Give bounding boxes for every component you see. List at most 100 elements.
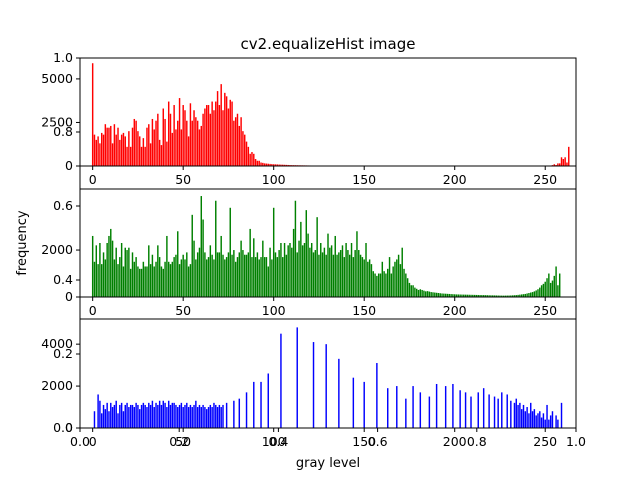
blue-histogram-bar xyxy=(187,407,190,428)
green-histogram-bar xyxy=(504,295,507,297)
blue-histogram-bar xyxy=(540,417,543,428)
green-histogram-bar xyxy=(519,294,521,297)
red-histogram-bar xyxy=(211,101,213,166)
blue-histogram-bar xyxy=(533,409,536,428)
green-histogram-bar xyxy=(312,252,315,297)
blue-histogram-bar xyxy=(207,407,210,428)
red-histogram-bar xyxy=(137,131,139,166)
green-histogram-bar xyxy=(314,250,317,297)
blue-histogram-bar xyxy=(133,407,136,428)
green-histogram-bar xyxy=(269,247,271,297)
green-histogram-bar xyxy=(539,287,541,297)
blue-histogram-bar xyxy=(312,342,315,428)
blue-histogram-bar xyxy=(396,386,398,428)
blue-histogram-bar xyxy=(542,413,545,428)
green-histogram-bar xyxy=(403,268,405,297)
green-histogram-bar xyxy=(135,257,137,297)
red-y-tick-label: 2500 xyxy=(41,114,73,129)
blue-histogram-bar xyxy=(160,404,163,428)
blue-histogram-bar xyxy=(155,402,157,428)
red-histogram-bar xyxy=(553,164,556,166)
green-histogram-bar xyxy=(106,243,108,297)
green-histogram-bar xyxy=(415,288,418,297)
blue-histogram-bar xyxy=(280,333,282,428)
red-histogram-bar xyxy=(95,139,98,166)
green-histogram-bar xyxy=(146,266,148,297)
green-histogram-bar xyxy=(224,259,226,297)
blue-histogram-bar xyxy=(209,404,212,428)
green-histogram-bar xyxy=(542,283,545,297)
green-histogram-bar xyxy=(99,243,101,297)
blue-histogram-bar xyxy=(506,394,508,428)
green-histogram-bar xyxy=(533,291,536,297)
green-histogram-bar xyxy=(157,245,159,297)
red-histogram-bar xyxy=(224,92,226,166)
blue-histogram-bar xyxy=(253,381,255,428)
green-x-tick-label: 100 xyxy=(262,303,286,318)
blue-histogram-bar xyxy=(104,409,107,428)
chart-title: cv2.equalizeHist image xyxy=(241,35,416,53)
red-histogram-bar xyxy=(282,164,284,166)
red-histogram-bar xyxy=(225,96,228,166)
green-histogram-bar xyxy=(278,250,280,297)
red-histogram-bar xyxy=(213,110,215,166)
red-histogram-bar xyxy=(162,108,164,166)
red-histogram-bar xyxy=(99,143,101,166)
green-histogram-bar xyxy=(93,261,96,297)
red-histogram-bar xyxy=(180,129,183,166)
blue-histogram-bar xyxy=(182,407,184,428)
green-histogram-bar xyxy=(537,289,539,297)
red-histogram-bar xyxy=(287,164,289,166)
green-histogram-bar xyxy=(486,295,489,297)
blue-histogram-bar xyxy=(171,402,174,428)
red-histogram-bar xyxy=(117,127,119,166)
blue-histogram-bar xyxy=(193,404,195,428)
red-histogram-bar xyxy=(146,127,148,166)
green-histogram-bar xyxy=(439,293,441,297)
blue-histogram-bar xyxy=(267,373,269,428)
green-histogram-panel: 0 50 100 150 200 250 0 2000 xyxy=(41,188,577,318)
blue-histogram-bar xyxy=(115,400,117,428)
green-histogram-bar xyxy=(202,219,204,297)
green-histogram-bar xyxy=(253,238,255,297)
green-histogram-bar xyxy=(347,250,349,297)
blue-y-tick-label: 4000 xyxy=(41,336,73,351)
green-histogram-bar xyxy=(120,243,123,297)
green-histogram-bar xyxy=(320,243,322,297)
green-histogram-bar xyxy=(388,257,391,297)
blue-histogram-bar xyxy=(124,404,126,428)
green-histogram-bar xyxy=(220,235,222,297)
blue-y-tick-label: 0 xyxy=(65,420,73,435)
red-histogram-bar xyxy=(222,110,224,166)
green-histogram-bar xyxy=(463,294,465,297)
blue-histogram-bar xyxy=(178,404,181,428)
green-histogram-bar xyxy=(540,285,543,297)
green-histogram-bar xyxy=(113,259,116,297)
red-histogram-bar xyxy=(104,124,107,166)
green-histogram-bar xyxy=(256,252,259,297)
blue-histogram-bar xyxy=(142,402,145,428)
green-histogram-bar xyxy=(148,245,150,297)
green-histogram-bar xyxy=(263,257,266,297)
red-histogram-bar xyxy=(262,162,264,166)
green-histogram-bar xyxy=(549,282,552,297)
red-histogram-bar xyxy=(124,136,126,166)
green-y-tick-label: 2000 xyxy=(41,242,73,257)
red-histogram-bar xyxy=(102,134,105,166)
blue-histogram-bar xyxy=(146,407,148,428)
green-histogram-bar xyxy=(367,261,369,297)
green-histogram-bar xyxy=(421,289,423,297)
blue-histogram-bar xyxy=(218,404,221,428)
blue-histogram-bar xyxy=(464,392,467,428)
blue-histogram-bar xyxy=(296,327,298,428)
green-histogram-bar xyxy=(307,233,309,297)
green-histogram-bar xyxy=(510,295,512,297)
green-histogram-bar xyxy=(372,271,374,297)
green-histogram-bar xyxy=(247,252,250,297)
green-histogram-bar xyxy=(258,259,260,297)
green-histogram-bar xyxy=(329,247,331,297)
green-histogram-bar xyxy=(178,264,181,297)
green-histogram-bar xyxy=(520,294,523,297)
red-histogram-bar xyxy=(216,91,219,166)
red-histogram-bar xyxy=(244,134,246,166)
